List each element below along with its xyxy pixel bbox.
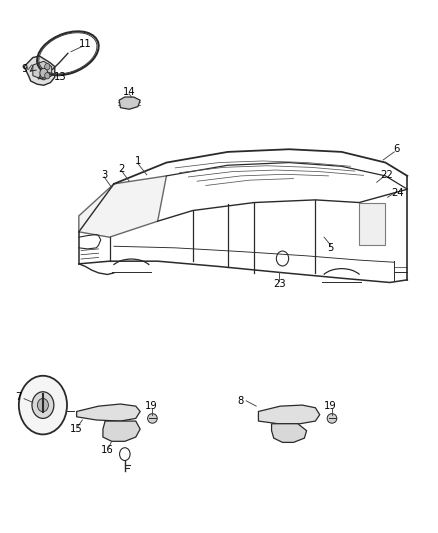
- Text: 9: 9: [21, 64, 27, 74]
- Text: 24: 24: [392, 188, 404, 198]
- Text: 2: 2: [119, 164, 125, 174]
- Polygon shape: [272, 424, 307, 442]
- Text: 1: 1: [135, 157, 141, 166]
- Polygon shape: [33, 61, 52, 80]
- Ellipse shape: [327, 414, 337, 423]
- Text: 13: 13: [54, 72, 67, 82]
- Text: 6: 6: [393, 144, 399, 154]
- Text: 7: 7: [15, 392, 21, 402]
- Circle shape: [40, 68, 48, 78]
- Text: 16: 16: [101, 446, 114, 455]
- Polygon shape: [77, 404, 140, 421]
- Polygon shape: [103, 421, 140, 441]
- Text: 14: 14: [123, 87, 135, 96]
- Text: 15: 15: [70, 424, 83, 434]
- Text: 11: 11: [79, 39, 92, 49]
- Text: 8: 8: [237, 396, 243, 406]
- Text: 22: 22: [380, 170, 393, 180]
- Ellipse shape: [148, 414, 157, 423]
- Polygon shape: [119, 97, 140, 109]
- Text: 5: 5: [328, 243, 334, 253]
- Circle shape: [45, 72, 50, 79]
- Circle shape: [45, 63, 50, 70]
- Polygon shape: [359, 203, 385, 245]
- Polygon shape: [24, 56, 55, 85]
- Text: 19: 19: [145, 401, 158, 411]
- Text: 23: 23: [273, 279, 286, 288]
- Text: 19: 19: [324, 401, 337, 411]
- Circle shape: [37, 399, 48, 411]
- Circle shape: [32, 392, 54, 418]
- Polygon shape: [258, 405, 320, 424]
- Text: 3: 3: [101, 170, 107, 180]
- Polygon shape: [79, 176, 166, 237]
- Circle shape: [19, 376, 67, 434]
